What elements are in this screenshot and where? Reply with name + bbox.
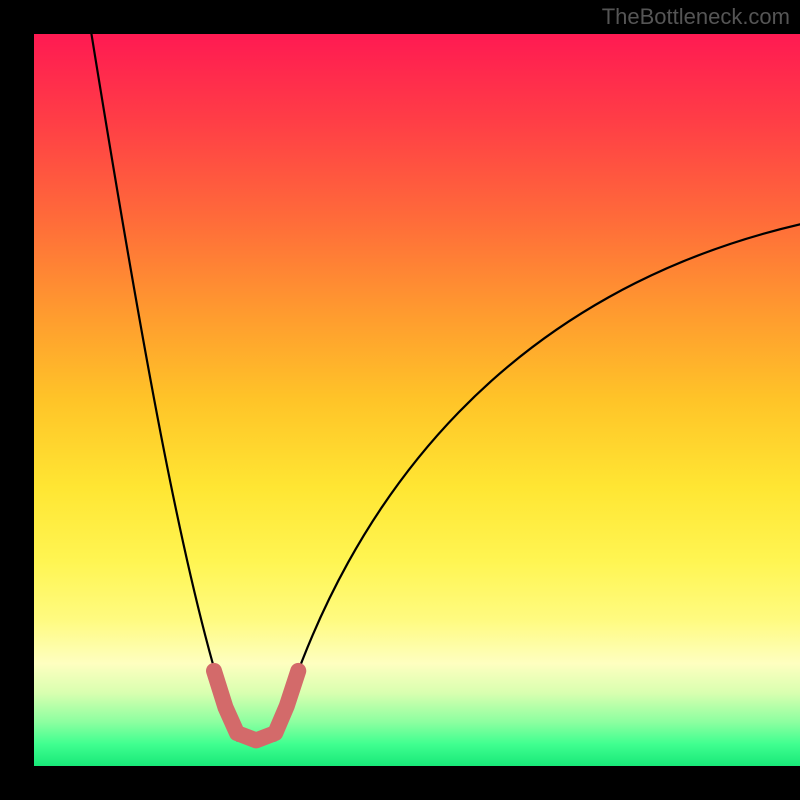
plot-background [34, 34, 800, 766]
chart-root: TheBottleneck.com [0, 0, 800, 800]
attribution-text: TheBottleneck.com [602, 4, 790, 30]
chart-svg [0, 0, 800, 800]
